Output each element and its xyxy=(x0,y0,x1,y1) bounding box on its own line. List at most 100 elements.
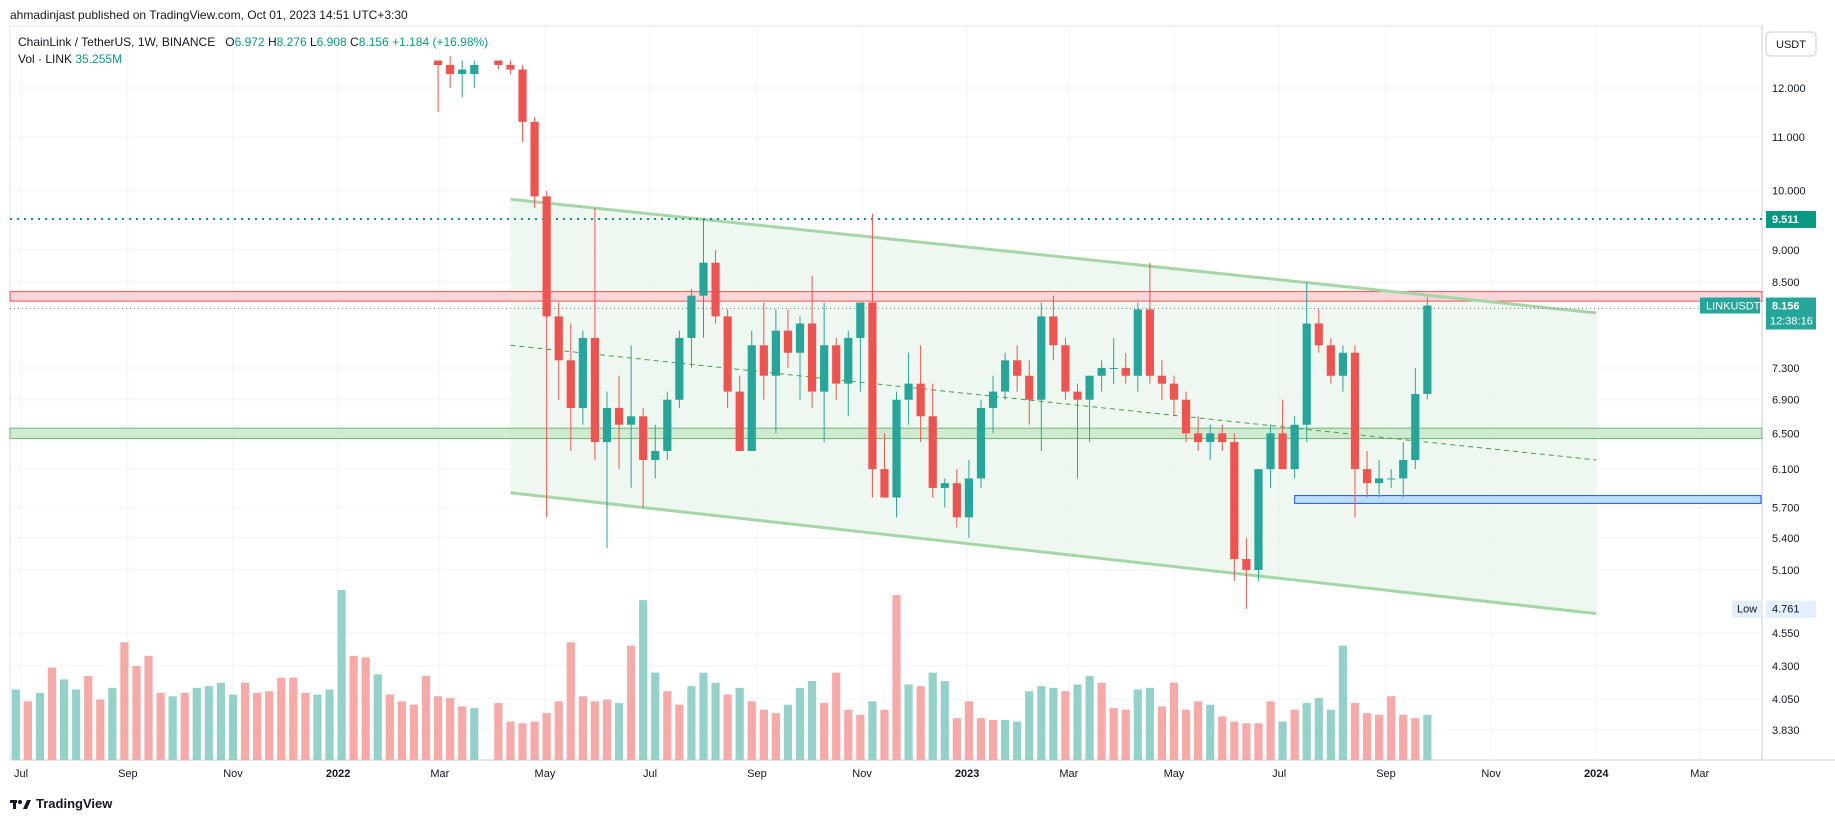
volume-bar xyxy=(627,645,636,760)
y-tick-label: 12.000 xyxy=(1772,83,1806,95)
candle-body xyxy=(1326,345,1335,376)
candle-body xyxy=(856,302,865,338)
volume-bar xyxy=(228,694,238,760)
support-zone xyxy=(9,427,1763,440)
volume-bar xyxy=(1085,676,1094,760)
volume-bar xyxy=(1375,714,1384,760)
y-tick-label: 8.500 xyxy=(1772,277,1800,289)
candle-body xyxy=(1278,433,1287,470)
volume-bar xyxy=(868,701,877,760)
candle-body xyxy=(1206,433,1215,443)
x-tick-label: 2024 xyxy=(1584,768,1609,780)
x-tick-label: Nov xyxy=(1481,768,1501,780)
volume-bar xyxy=(108,687,117,760)
candle-body xyxy=(542,196,551,317)
volume-bar xyxy=(566,642,575,760)
candle-body xyxy=(627,416,636,425)
volume-bar xyxy=(192,687,201,760)
open-label: O xyxy=(225,35,235,49)
candle-body xyxy=(1157,375,1167,384)
candle-body xyxy=(988,391,998,408)
candle-body xyxy=(964,478,974,518)
volume-bar xyxy=(1423,714,1432,760)
volume-bar xyxy=(771,713,780,760)
volume-bar xyxy=(1133,689,1142,760)
candle-body xyxy=(530,121,539,197)
y-tick-label: 9.000 xyxy=(1772,245,1800,257)
volume-bar xyxy=(711,682,720,760)
volume-bar xyxy=(1169,682,1179,760)
low-tag-label: Low xyxy=(1737,604,1757,616)
axes: Jul Sep Nov 2022 Mar May Jul Sep Nov 2023 Mar May Ju… xyxy=(14,31,1817,780)
published-by-text: ahmadinjast published on TradingView.com… xyxy=(10,8,408,22)
volume-bar xyxy=(783,704,793,760)
volume-bar xyxy=(542,713,551,760)
y-tick-label: 5.700 xyxy=(1772,502,1800,514)
candle-body xyxy=(1037,316,1046,400)
low-label: L xyxy=(309,35,317,49)
x-tick-label: Sep xyxy=(1376,768,1396,780)
candle-body xyxy=(1302,323,1311,425)
candle-body xyxy=(1049,316,1058,346)
volume-bar xyxy=(892,595,901,760)
demand-box xyxy=(1294,495,1762,504)
volume-bar xyxy=(23,701,32,760)
volume-bar xyxy=(96,699,105,760)
channel-upper-line xyxy=(510,197,1597,315)
candle-body xyxy=(759,345,768,376)
volume-bar xyxy=(132,665,141,760)
volume-bar xyxy=(1350,703,1360,760)
volume-bar xyxy=(1206,704,1215,760)
candle-body xyxy=(1218,433,1227,443)
candle-body xyxy=(518,69,527,122)
candle-body xyxy=(566,360,575,408)
candle-body xyxy=(723,316,732,392)
volume-bar xyxy=(506,721,515,760)
volume-bar xyxy=(397,701,406,760)
candle-body xyxy=(1338,352,1348,376)
tradingview-footer[interactable]: TradingView xyxy=(10,796,112,811)
volume-bar xyxy=(1399,714,1408,760)
candle-body xyxy=(735,391,744,451)
volume-bar xyxy=(1109,708,1118,760)
volume-bar xyxy=(578,696,587,760)
y-tick-label: 6.900 xyxy=(1772,395,1800,407)
volume-bar xyxy=(916,686,925,760)
volume-bar xyxy=(1326,709,1335,760)
candle-body xyxy=(1181,399,1191,434)
y-tick-label: 4.050 xyxy=(1772,694,1800,706)
x-tick-label: Mar xyxy=(430,768,449,780)
level-price-label: 9.511 xyxy=(1772,214,1799,226)
candle-body xyxy=(578,337,587,408)
volume-bar xyxy=(337,590,346,760)
candle-body xyxy=(1387,478,1396,480)
volume-bar xyxy=(325,689,334,760)
candle-body xyxy=(614,407,624,425)
volume-bar xyxy=(1387,696,1396,760)
candle-body xyxy=(928,416,937,488)
volume-bar xyxy=(795,687,805,760)
candle-body xyxy=(1375,478,1384,484)
candle-body xyxy=(458,69,467,75)
volume-bar xyxy=(216,682,226,760)
symbol-legend: ChainLink / TetherUS, 1W, BINANCE O6.972… xyxy=(18,34,488,68)
volume-bar xyxy=(253,692,262,760)
volume-bar xyxy=(518,723,527,760)
candle-body xyxy=(494,60,503,66)
candle-body xyxy=(602,407,612,443)
volume-bar xyxy=(180,692,189,760)
volume-bar xyxy=(289,677,298,760)
candle-body xyxy=(1254,469,1263,570)
candle-body xyxy=(844,337,853,384)
volume-bar xyxy=(1230,721,1239,760)
candle-body xyxy=(1109,367,1118,369)
y-tick-label: 6.500 xyxy=(1772,428,1800,440)
candle-body xyxy=(1061,345,1070,392)
change-value: +1.184 (+16.98%) xyxy=(392,35,489,49)
volume-bar xyxy=(204,686,213,760)
drawing-annotations xyxy=(9,197,1763,616)
volume-bar xyxy=(470,708,479,760)
volume-bars xyxy=(11,590,1432,760)
volume-bar xyxy=(120,642,129,760)
